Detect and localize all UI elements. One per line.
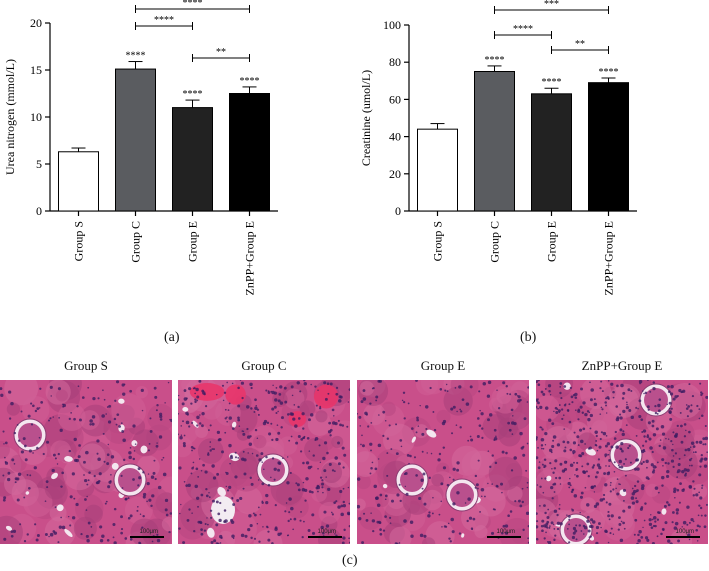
tissue-image <box>357 380 529 544</box>
micrograph-group-c: 100μm <box>178 380 350 544</box>
micrograph-znpp-group-e: 100μm <box>536 380 708 544</box>
micrograph-title-znpp-group-e: ZnPP+Group E <box>581 358 663 373</box>
comparison-label: **** <box>513 24 533 35</box>
y-tick-label: 80 <box>389 55 401 69</box>
x-tick-label: Group S <box>431 221 445 261</box>
scale-bar <box>308 536 342 538</box>
x-tick-label: ZnPP+Group E <box>602 221 616 295</box>
y-tick-label: 40 <box>389 130 401 144</box>
scale-bar <box>666 536 700 538</box>
significance-label: **** <box>183 89 203 100</box>
bar <box>172 107 213 212</box>
micrograph-title-group-c: Group C <box>241 358 287 373</box>
creatinine-chart: 0 20 40 60 80 100 Creatinine (umol/L) Group S **… <box>359 0 637 295</box>
micrograph-title-group-s: Group S <box>64 358 108 373</box>
scale-bar <box>130 536 164 538</box>
y-tick-label: 20 <box>389 167 401 181</box>
bar <box>58 151 99 212</box>
bar <box>588 82 629 212</box>
comparison-label: **** <box>154 15 174 26</box>
significance-label: **** <box>240 76 260 87</box>
significance-label: **** <box>599 67 619 78</box>
significance-label: **** <box>542 77 562 88</box>
y-tick-label: 100 <box>383 18 401 32</box>
x-tick-label: Group E <box>545 221 559 262</box>
y-tick-label: 10 <box>30 110 42 124</box>
comparison-label: ** <box>575 39 585 50</box>
scale-bar-label: 100μm <box>496 529 515 535</box>
y-tick-label: 0 <box>395 204 401 218</box>
bar <box>474 71 515 212</box>
bar <box>115 68 156 212</box>
significance-label: **** <box>126 51 146 62</box>
bar <box>417 128 458 212</box>
micrograph-group-e: 100μm <box>357 380 529 544</box>
y-axis-label: Creatinine (umol/L) <box>359 70 373 166</box>
y-axis-label: Urea nitrogen (mmol/L) <box>3 59 17 175</box>
bar <box>531 93 572 212</box>
comparison-label: **** <box>183 0 203 9</box>
y-tick-label: 15 <box>30 63 42 77</box>
scale-bar-label: 100μm <box>317 529 336 535</box>
x-tick-label: Group C <box>488 221 502 263</box>
tissue-image <box>536 380 708 544</box>
comparison-label: ** <box>216 47 226 58</box>
panel-label-a: (a) <box>164 330 180 345</box>
comparison-label: *** <box>544 0 559 10</box>
panel-label-c: (c) <box>342 553 358 568</box>
y-tick-label: 0 <box>36 204 42 218</box>
scale-bar-label: 100μm <box>675 529 694 535</box>
x-tick-label: Group C <box>129 221 143 263</box>
x-tick-label: Group S <box>72 221 86 261</box>
micrograph-group-s: 100μm <box>0 380 172 544</box>
x-tick-label: Group E <box>186 221 200 262</box>
micrograph-title-group-e: Group E <box>420 358 466 373</box>
x-tick-label: ZnPP+Group E <box>243 221 257 295</box>
y-tick-label: 60 <box>389 92 401 106</box>
significance-label: **** <box>485 55 505 66</box>
panel-label-b: (b) <box>520 330 537 345</box>
y-tick-label: 20 <box>30 16 42 30</box>
y-tick-label: 5 <box>36 157 42 171</box>
bar <box>229 93 270 212</box>
scale-bar <box>487 536 521 538</box>
tissue-image <box>0 380 172 544</box>
tissue-image <box>178 380 350 544</box>
scale-bar-label: 100μm <box>139 529 158 535</box>
